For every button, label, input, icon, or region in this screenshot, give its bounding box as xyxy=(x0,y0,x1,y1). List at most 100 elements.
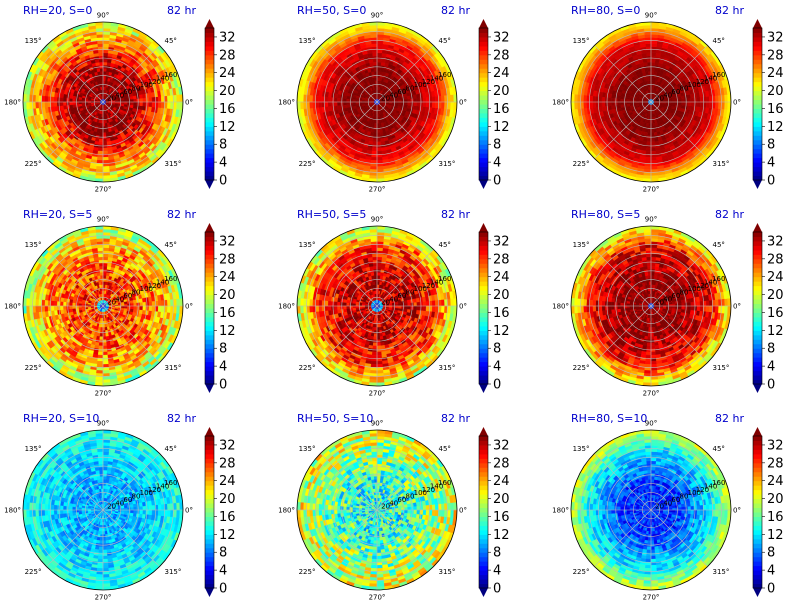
field-cell xyxy=(404,101,408,106)
colorbar-segment xyxy=(205,32,214,38)
field-cell xyxy=(68,101,73,106)
colorbar-segment xyxy=(205,108,214,114)
field-cell xyxy=(44,101,49,108)
field-cell xyxy=(102,27,111,32)
field-cell xyxy=(604,97,609,103)
colorbar-tick-label: 8 xyxy=(493,138,501,153)
angle-tick-label: 135° xyxy=(299,37,316,45)
colorbar-segment xyxy=(479,45,488,51)
field-cell xyxy=(629,99,633,103)
field-cell xyxy=(376,156,383,161)
field-cell xyxy=(592,101,597,108)
field-cell xyxy=(50,101,55,108)
angle-tick-label: 225° xyxy=(25,160,42,168)
field-cell xyxy=(376,132,381,137)
field-cell xyxy=(102,138,108,143)
colorbar-segment xyxy=(479,77,488,83)
colorbar-tick-label: 32 xyxy=(219,30,236,45)
field-cell xyxy=(124,101,128,105)
field-cell xyxy=(616,101,621,106)
colorbar-segment xyxy=(205,63,214,69)
field-cell xyxy=(696,101,701,108)
radial-tick-label: 80 xyxy=(132,85,141,93)
field-cell xyxy=(56,101,61,107)
colorbar-tick-label: 0 xyxy=(493,174,501,189)
field-cell xyxy=(139,97,144,103)
radial-tick-label: 140 xyxy=(156,74,169,82)
colorbar-segment xyxy=(479,135,488,141)
field-cell xyxy=(97,147,104,152)
field-cell xyxy=(650,34,658,38)
colorbar-segment xyxy=(205,121,214,127)
field-cell xyxy=(376,150,383,155)
field-cell xyxy=(98,61,104,66)
field-cell xyxy=(41,95,46,103)
field-cell xyxy=(371,147,378,152)
field-cell xyxy=(50,96,55,103)
field-cell xyxy=(371,156,378,161)
field-cell xyxy=(407,98,412,103)
field-cell xyxy=(342,98,347,103)
field-cell xyxy=(371,43,378,48)
radial-tick-label: 160 xyxy=(164,71,177,79)
field-cell xyxy=(62,97,67,103)
grid-spoke xyxy=(102,101,160,159)
field-cell xyxy=(646,55,652,60)
field-cell xyxy=(372,61,378,66)
colorbar-tick-label: 32 xyxy=(493,30,510,45)
field-cell xyxy=(102,67,107,72)
field-cell xyxy=(376,159,384,164)
field-cell xyxy=(318,101,323,108)
field-cell xyxy=(705,101,710,108)
colorbar-segment xyxy=(479,130,488,136)
field-cell xyxy=(395,101,399,105)
field-cell xyxy=(23,93,27,103)
colorbar-segment xyxy=(205,157,214,163)
field-cell xyxy=(121,101,125,105)
field-cell xyxy=(41,101,46,109)
field-cell xyxy=(646,144,652,149)
colorbar-segment xyxy=(479,41,488,47)
colorbar-segment xyxy=(479,117,488,123)
field-cell xyxy=(678,101,682,106)
grid-spoke xyxy=(46,101,104,159)
field-cell xyxy=(148,96,153,103)
field-cell xyxy=(81,99,85,103)
field-cell xyxy=(447,94,452,103)
angle-tick-label: 0° xyxy=(185,99,193,107)
colorbar-segment xyxy=(205,72,214,78)
field-cell xyxy=(370,40,378,45)
field-cell xyxy=(102,144,108,149)
field-cell xyxy=(102,80,106,84)
field-cell xyxy=(371,150,378,155)
field-cell xyxy=(373,67,378,72)
field-cell xyxy=(601,101,606,108)
grid-spoke xyxy=(46,45,104,103)
field-cell xyxy=(102,49,109,54)
colorbar-segment xyxy=(479,81,488,87)
field-cell xyxy=(102,58,108,63)
field-cell xyxy=(583,101,587,109)
field-cell xyxy=(373,129,378,133)
field-cell xyxy=(647,132,652,137)
grid-spoke xyxy=(102,45,160,103)
field-cell xyxy=(102,22,112,26)
field-cell xyxy=(696,96,701,103)
angle-tick-label: 0° xyxy=(459,99,467,107)
field-cell xyxy=(708,95,713,103)
field-cell xyxy=(309,95,313,103)
field-cell xyxy=(589,95,594,103)
field-cell xyxy=(610,97,615,103)
field-cell xyxy=(413,97,418,103)
field-cell xyxy=(376,147,383,152)
field-cell xyxy=(376,52,383,57)
field-cell xyxy=(650,147,657,152)
field-cell xyxy=(650,150,657,155)
field-cell xyxy=(416,101,421,107)
colorbar-segment xyxy=(479,86,488,92)
field-cell xyxy=(102,52,109,57)
field-cell xyxy=(97,150,104,155)
field-cell xyxy=(413,101,418,107)
field-cell xyxy=(102,71,107,75)
